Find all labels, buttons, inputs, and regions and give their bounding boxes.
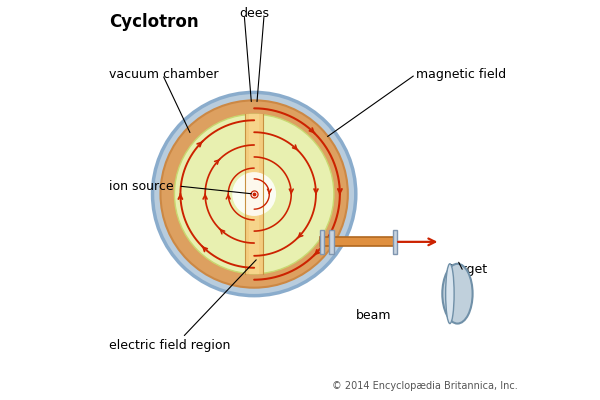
Text: magnetic field: magnetic field <box>416 68 506 81</box>
Circle shape <box>232 172 276 216</box>
Bar <box>250 114 259 274</box>
Bar <box>245 114 263 274</box>
Ellipse shape <box>446 264 454 324</box>
Text: target: target <box>449 263 488 276</box>
Text: Cyclotron: Cyclotron <box>109 13 198 31</box>
Bar <box>320 230 325 254</box>
Text: vacuum chamber: vacuum chamber <box>109 68 218 81</box>
Text: beam: beam <box>356 309 391 322</box>
Text: ion source: ion source <box>109 180 173 192</box>
Bar <box>320 238 395 246</box>
Ellipse shape <box>442 264 473 324</box>
Circle shape <box>175 114 334 274</box>
Text: © 2014 Encyclopædia Britannica, Inc.: © 2014 Encyclopædia Britannica, Inc. <box>332 381 518 391</box>
Bar <box>329 230 334 254</box>
Circle shape <box>152 92 356 296</box>
Bar <box>393 230 397 254</box>
Text: dees: dees <box>239 7 269 20</box>
Text: electric field region: electric field region <box>109 339 230 352</box>
Circle shape <box>160 100 348 288</box>
